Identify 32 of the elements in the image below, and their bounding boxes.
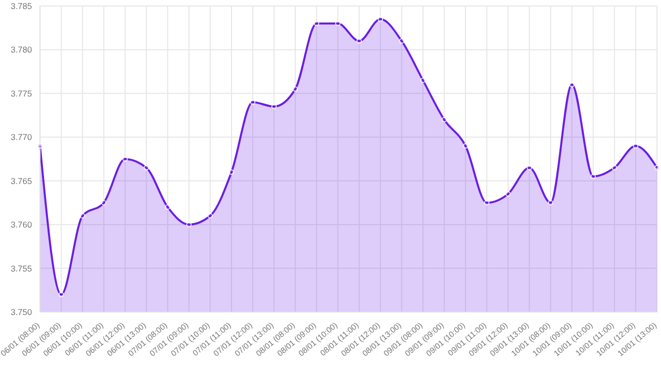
point (58, 292, 64, 298)
point (250, 100, 256, 105)
point (208, 213, 213, 218)
point (612, 165, 618, 170)
point (442, 117, 447, 122)
point (378, 16, 384, 22)
y-tick-label: 3.785 (10, 1, 32, 12)
point (548, 200, 554, 206)
y-tick-label: 3.770 (10, 132, 32, 142)
point (590, 174, 596, 180)
point (165, 204, 170, 210)
point (101, 200, 106, 206)
point (526, 165, 532, 170)
point (335, 20, 340, 26)
y-tick-label: 3.775 (10, 88, 32, 98)
point (186, 222, 192, 228)
point (399, 38, 404, 44)
y-tick-label: 3.750 (10, 307, 32, 318)
point (271, 104, 277, 110)
point (356, 38, 362, 44)
point (633, 143, 638, 148)
y-tick-label: 3.780 (10, 44, 32, 55)
point (484, 200, 490, 206)
point (505, 191, 511, 197)
y-tick-label: 3.755 (10, 263, 32, 274)
point (314, 20, 320, 26)
point (144, 165, 149, 170)
point (122, 156, 128, 162)
point (569, 82, 574, 88)
y-tick-label: 3.760 (10, 220, 32, 230)
point (292, 86, 298, 92)
y-tick-label: 3.765 (10, 176, 32, 186)
